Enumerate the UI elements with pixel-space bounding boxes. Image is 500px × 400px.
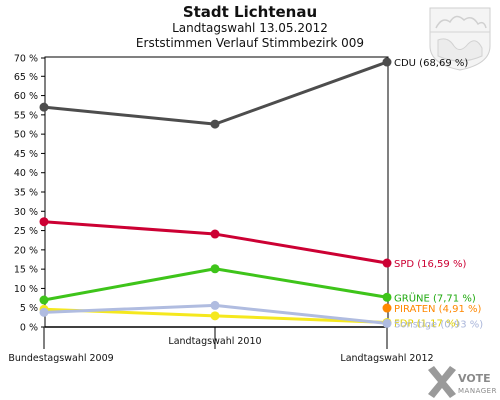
y-tick-label: 5 %: [20, 303, 38, 314]
y-tick-label: 70 %: [14, 54, 38, 65]
y-axis: 0 % 5 % 10 % 15 % 20 % 25 % 30 % 35 % 40 % 45 % 50…: [14, 54, 45, 334]
series-points: [39, 57, 392, 328]
y-tick-label: 25 %: [14, 226, 38, 237]
y-tick-label: 30 %: [14, 207, 38, 218]
series-label-grüne: GRÜNE (7,71 %): [394, 291, 476, 304]
series-label-sonstige: Sonstige (0,93 %): [394, 319, 483, 330]
series-label-piraten: PIRATEN (4,91 %): [394, 304, 482, 315]
data-point-spd: [210, 229, 220, 239]
chart-title: Stadt Lichtenau: [183, 3, 317, 21]
x-tick-label: Landtagswahl 2010: [168, 336, 261, 347]
data-point-piraten: [382, 303, 392, 313]
x-tick-label: Landtagswahl 2012: [340, 353, 433, 364]
y-tick-label: 10 %: [14, 284, 38, 295]
data-point-grüne: [210, 264, 220, 274]
series-label-fdp: FDP (1,17 %): [394, 318, 460, 329]
vote-manager-logo: VOTE MANAGER: [428, 366, 497, 398]
coat-of-arms-icon: [429, 7, 491, 71]
data-point-sonstige: [210, 300, 220, 310]
y-tick-label: 65 %: [14, 72, 38, 83]
data-point-cdu: [210, 119, 220, 129]
x-tick-label: Bundestagswahl 2009: [8, 353, 113, 364]
y-tick-label: 50 %: [14, 130, 38, 141]
y-tick-label: 15 %: [14, 265, 38, 276]
data-point-grüne: [382, 292, 392, 302]
data-point-sonstige: [39, 307, 49, 317]
data-point-cdu: [39, 102, 49, 112]
x-axis-ticks: Bundestagswahl 2009 Landtagswahl 2010 Land…: [8, 327, 434, 364]
cross-mark-icon: [428, 366, 456, 398]
data-point-grüne: [39, 295, 49, 305]
data-point-cdu: [382, 57, 392, 67]
data-point-spd: [382, 258, 392, 268]
series-labels: CDU (68,69 %) SPD (16,59 %) GRÜNE (7,71 %)…: [394, 58, 483, 330]
chart-subtitle: Landtagswahl 13.05.2012: [172, 21, 328, 35]
y-tick-label: 40 %: [14, 168, 38, 179]
plot-area: [44, 56, 389, 328]
y-tick-label: 60 %: [14, 91, 38, 102]
y-tick-label: 35 %: [14, 188, 38, 199]
data-point-spd: [39, 217, 49, 227]
y-tick-label: 0 %: [20, 323, 38, 334]
logo-text-manager: MANAGER: [458, 387, 497, 395]
logo-text-vote: VOTE: [458, 372, 491, 385]
data-point-sonstige: [382, 318, 392, 328]
data-point-fdp: [210, 311, 220, 321]
chart-subtitle-2: Erststimmen Verlauf Stimmbezirk 009: [136, 36, 364, 50]
y-tick-label: 20 %: [14, 245, 38, 256]
series-label-spd: SPD (16,59 %): [394, 259, 466, 270]
series-label-cdu: CDU (68,69 %): [394, 58, 468, 69]
y-tick-label: 55 %: [14, 110, 38, 121]
y-tick-label: 45 %: [14, 149, 38, 160]
